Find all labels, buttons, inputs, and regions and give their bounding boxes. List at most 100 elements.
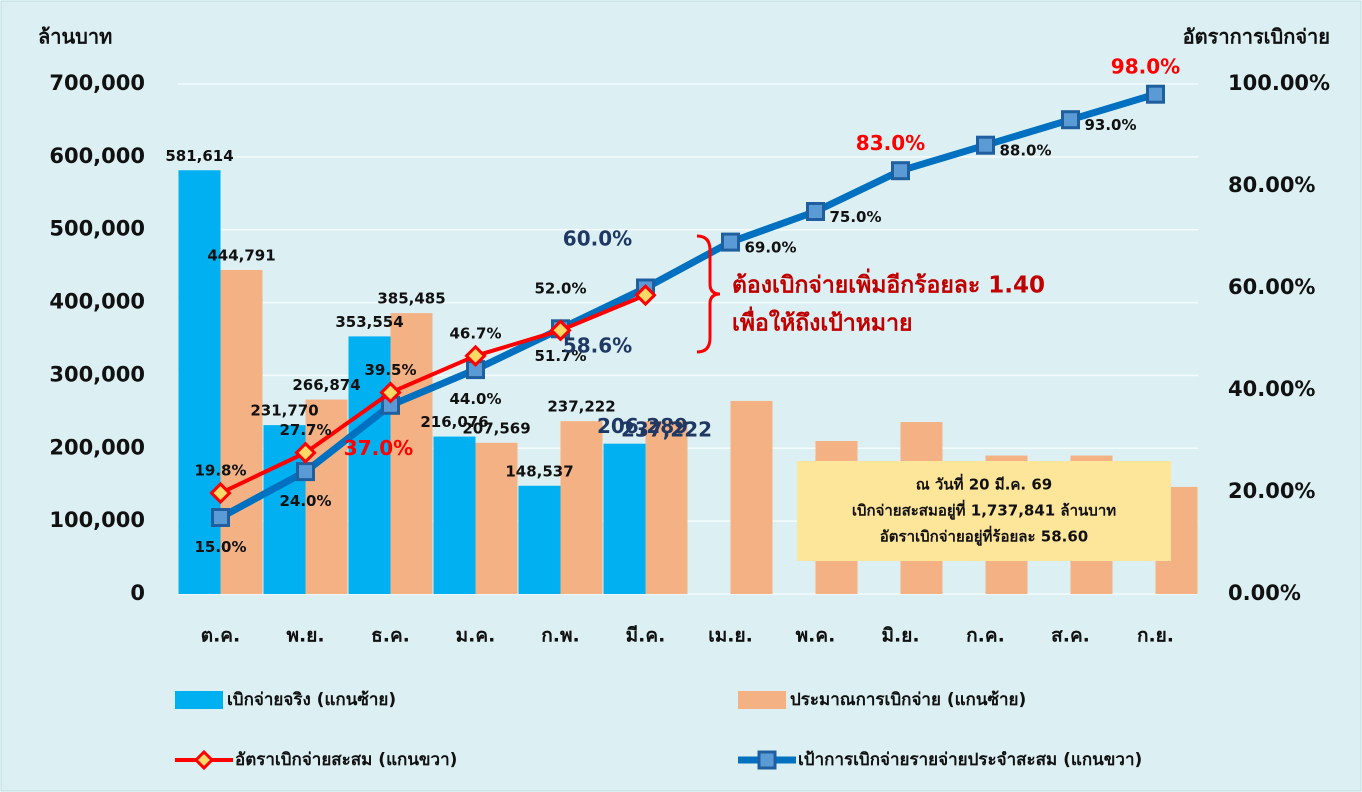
marker: [294, 441, 317, 464]
marker: [1061, 110, 1080, 130]
x-tick-label: มิ.ย.: [881, 625, 919, 647]
bar: [730, 400, 773, 594]
line-label: 44.0%: [449, 390, 501, 408]
x-tick-label: ต.ค.: [201, 625, 240, 647]
bar: [220, 269, 263, 594]
marker: [634, 284, 657, 307]
bar: [433, 436, 476, 594]
marker: [721, 232, 740, 252]
x-tick-label: พ.ย.: [286, 625, 324, 647]
line-label: 19.8%: [194, 462, 246, 480]
y2-tick-label: 0.00%: [1228, 581, 1301, 605]
bar: [603, 443, 646, 594]
line-label: 98.0%: [1111, 55, 1180, 79]
line-label: 60.0%: [563, 227, 632, 251]
line-label: 75.0%: [829, 208, 881, 226]
x-tick-label: เม.ย.: [708, 625, 753, 647]
line-label: 37.0%: [344, 436, 413, 460]
line-label: 83.0%: [856, 131, 925, 155]
line-label: 88.0%: [999, 142, 1051, 160]
note-text: ณ วันที่ 20 มี.ค. 69: [916, 474, 1052, 494]
y2-tick-label: 20.00%: [1228, 479, 1315, 503]
y2-tick-label: 60.00%: [1228, 275, 1315, 299]
x-tick-label: ก.ย.: [1137, 625, 1174, 647]
note-text: เบิกจ่ายสะสมอยู่ที่ 1,737,841 ล้านบาท: [852, 500, 1116, 521]
bar-label: 444,791: [207, 246, 275, 264]
line-label: 27.7%: [279, 421, 331, 439]
bar: [475, 442, 518, 594]
bar-label: 216,076: [420, 413, 488, 431]
legend-swatch: [175, 691, 223, 709]
y2-axis-title: อัตราการเบิกจ่าย: [1183, 25, 1330, 49]
bar: [518, 485, 561, 594]
bar: [348, 336, 391, 594]
bar-label: 207,569: [462, 419, 530, 437]
marker: [806, 202, 825, 221]
line-label: 52.0%: [534, 279, 586, 297]
note-text: อัตราเบิกจ่ายอยู่ที่ร้อยละ 58.60: [880, 526, 1088, 547]
line: [219, 293, 647, 495]
x-tick-label: ธ.ค.: [371, 625, 410, 647]
marker: [296, 462, 315, 482]
y-tick-label: 700,000: [49, 71, 145, 95]
marker: [379, 381, 402, 404]
y2-tick-label: 100.00%: [1228, 71, 1330, 95]
bar-label: 266,874: [292, 376, 360, 394]
y2-tick-label: 40.00%: [1228, 377, 1315, 401]
x-tick-label: พ.ค.: [796, 625, 836, 647]
line-label: 15.0%: [194, 538, 246, 556]
marker: [209, 481, 232, 505]
legend-marker: [757, 750, 777, 770]
marker: [891, 161, 910, 181]
y-tick-label: 0: [130, 581, 145, 605]
y-tick-label: 400,000: [49, 290, 145, 314]
x-tick-label: มี.ค.: [626, 625, 666, 647]
legend-marker: [193, 749, 215, 771]
bar-label: 148,537: [505, 462, 573, 480]
x-tick-label: ม.ค.: [456, 625, 496, 647]
y-tick-label: 300,000: [49, 362, 145, 386]
annotation: เพื่อให้ถึงเป้าหมาย: [732, 306, 912, 337]
legend-label: ประมาณการเบิกจ่าย (แกนซ้าย): [790, 690, 1026, 710]
bar-label: 206,289: [597, 414, 688, 438]
marker: [549, 319, 572, 342]
y2-tick-label: 80.00%: [1228, 173, 1315, 197]
bar: [645, 421, 688, 594]
x-tick-label: ส.ค.: [1051, 625, 1090, 647]
marker: [211, 508, 230, 527]
bar-label: 385,485: [377, 290, 445, 308]
bar: [390, 313, 433, 594]
y-tick-label: 500,000: [49, 217, 145, 241]
bar-label: 353,554: [335, 313, 403, 331]
y-tick-label: 200,000: [49, 435, 145, 459]
bar: [560, 421, 603, 594]
line-label: 39.5%: [364, 361, 416, 379]
line-label: 24.0%: [279, 492, 331, 510]
legend-label: อัตราเบิกจ่ายสะสม (แกนขวา): [235, 750, 457, 770]
line-label: 69.0%: [744, 239, 796, 257]
line-label: 51.7%: [534, 347, 586, 365]
marker: [1146, 84, 1165, 104]
line: [218, 90, 1157, 521]
bracket: [696, 234, 721, 354]
x-tick-label: ก.พ.: [541, 625, 579, 647]
legend-swatch: [738, 691, 786, 709]
legend-label: เบิกจ่ายจริง (แกนซ้าย): [227, 690, 396, 710]
line-label: 58.6%: [563, 334, 632, 358]
note-box: [797, 461, 1171, 561]
bar: [178, 170, 221, 594]
bar-label: 231,770: [250, 402, 318, 420]
bar-label: 237,222: [547, 398, 615, 416]
y-tick-label: 100,000: [49, 508, 145, 532]
legend-label: เป้าการเบิกจ่ายรายจ่ายประจำสะสม (แกนขวา): [798, 750, 1142, 770]
marker: [976, 135, 995, 155]
bar: [305, 399, 348, 594]
x-tick-label: ก.ค.: [966, 625, 1005, 647]
y-tick-label: 600,000: [49, 144, 145, 168]
y-axis-title: ล้านบาท: [38, 25, 112, 49]
bar-label: 237,222: [621, 418, 712, 442]
annotation: ต้องเบิกจ่ายเพิ่มอีกร้อยละ 1.40: [732, 268, 1045, 299]
marker: [464, 344, 487, 367]
line-label: 46.7%: [449, 324, 501, 342]
